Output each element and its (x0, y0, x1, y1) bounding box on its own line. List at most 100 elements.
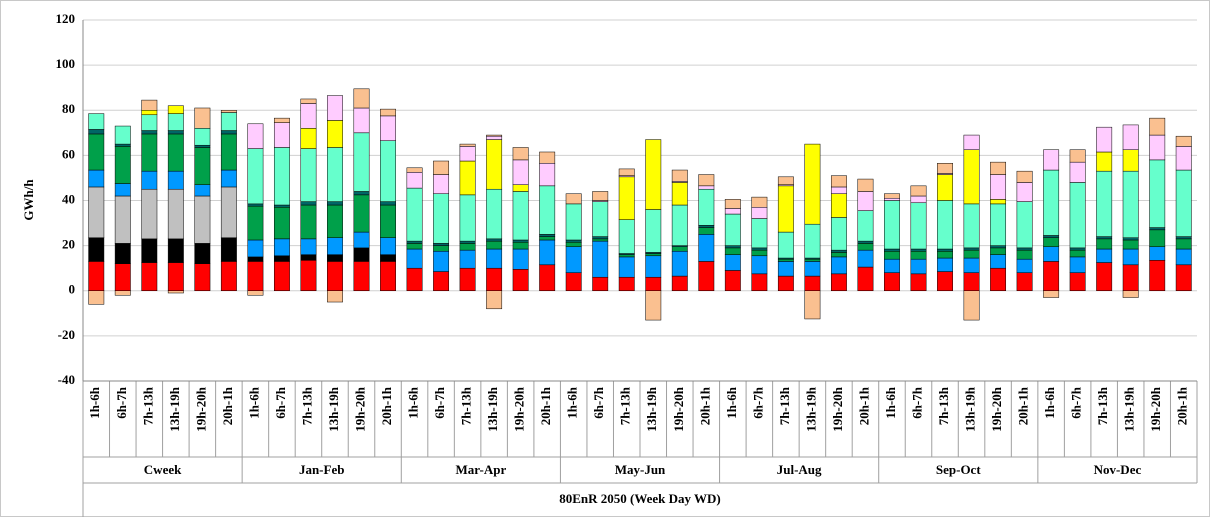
x-tick-label: 19h-20h (193, 386, 208, 432)
bar-segment (884, 258, 900, 273)
x-axis-title: 80EnR 2050 (Week Day WD) (559, 491, 721, 506)
bar-segment (353, 132, 370, 192)
bar-segment (830, 217, 847, 251)
y-axis-title: GWh/h (21, 179, 36, 221)
bar-segment (830, 186, 847, 194)
bar-segment (273, 255, 290, 262)
bar-segment (194, 243, 211, 264)
bar-segment (804, 258, 821, 262)
bar-segment (645, 139, 662, 210)
bar-segment (751, 207, 768, 219)
bar-segment (963, 203, 980, 249)
bar-segment (1096, 170, 1113, 237)
bar-segment (194, 184, 211, 197)
bar-segment (1149, 117, 1166, 136)
bar-segment (167, 133, 184, 172)
bar-segment (141, 99, 158, 111)
bar-segment (380, 237, 396, 255)
bar-segment (910, 273, 927, 291)
bar-segment (406, 172, 423, 189)
bar-segment (247, 290, 264, 296)
bar-segment (751, 255, 768, 275)
bar-segment (220, 110, 237, 113)
bar-segment (512, 269, 529, 291)
x-tick-label: 7h-13h (777, 386, 792, 425)
bar-segment (353, 88, 370, 109)
bar-segment (884, 272, 900, 292)
bar-segment (433, 174, 450, 194)
y-tick-label: 100 (56, 56, 76, 71)
bar-segment (937, 257, 953, 272)
bar-segment (1149, 159, 1166, 228)
bar-segment (830, 252, 847, 258)
bar-segment (1016, 201, 1033, 249)
bar-segment (724, 199, 741, 209)
bar-segment (963, 247, 980, 251)
bar-segment (539, 185, 556, 235)
bar-segment (963, 257, 980, 273)
bar-segment (698, 261, 715, 292)
x-tick-label: 20h-1h (538, 386, 553, 425)
bar-segment (963, 134, 980, 150)
x-tick-label: 7h-13h (140, 386, 155, 425)
bar-segment (247, 148, 264, 205)
x-tick-label: 1h-6h (883, 386, 898, 419)
bar-segment (273, 117, 290, 123)
bar-segment (380, 115, 396, 141)
bar-segment (114, 263, 131, 291)
bar-segment (671, 246, 688, 252)
bar-segment (592, 276, 609, 291)
group-label: Cweek (144, 462, 182, 477)
bar-segment (618, 254, 635, 258)
bar-segment (1069, 149, 1086, 163)
bar-segment (88, 237, 105, 262)
bar-segment (141, 110, 158, 116)
bar-segment (937, 271, 953, 291)
bar-segment (114, 146, 131, 184)
y-tick-label: 20 (62, 237, 75, 252)
bar-segment (1175, 135, 1192, 147)
bar-segment (406, 167, 423, 173)
bar-segment (751, 247, 768, 251)
bar-segment (1043, 261, 1060, 292)
bar-segment (990, 199, 1007, 205)
bar-segment (194, 128, 211, 146)
bar-segment (114, 243, 131, 264)
bar-segment (167, 188, 184, 240)
bar-segment (724, 213, 741, 246)
bar-segment (1069, 161, 1086, 183)
bar-segment (990, 254, 1007, 269)
bar-segment (459, 249, 476, 269)
bar-segment (141, 170, 158, 190)
bar-segment (830, 193, 847, 218)
bar-segment (777, 231, 794, 259)
bar-segment (1043, 246, 1060, 262)
bar-segment (990, 161, 1007, 175)
bar-segment (671, 182, 688, 206)
bar-segment (777, 261, 794, 277)
bar-segment (990, 245, 1007, 249)
bar-segment (1069, 272, 1086, 292)
bar-segment (724, 208, 741, 215)
bar-segment (512, 147, 529, 161)
bar-segment (1149, 229, 1166, 248)
bar-segment (857, 266, 874, 292)
bar-segment (830, 256, 847, 275)
bar-segment (830, 175, 847, 188)
bar-segment (857, 210, 874, 242)
bar-segment (433, 193, 450, 244)
x-tick-label: 20h-1h (379, 386, 394, 425)
bar-segment (910, 185, 927, 197)
bar-segment (539, 163, 556, 187)
bar-segment (804, 275, 821, 292)
bar-segment (486, 240, 503, 250)
bar-segment (1175, 238, 1192, 250)
bar-segment (486, 238, 503, 242)
bar-segment (327, 290, 343, 303)
bar-segment (1149, 227, 1166, 231)
x-tick-label: 20h-1h (220, 386, 235, 425)
bar-segment (963, 149, 980, 205)
group-label: Mar-Apr (455, 462, 506, 477)
bar-segment (327, 120, 343, 148)
bar-segment (937, 251, 953, 259)
